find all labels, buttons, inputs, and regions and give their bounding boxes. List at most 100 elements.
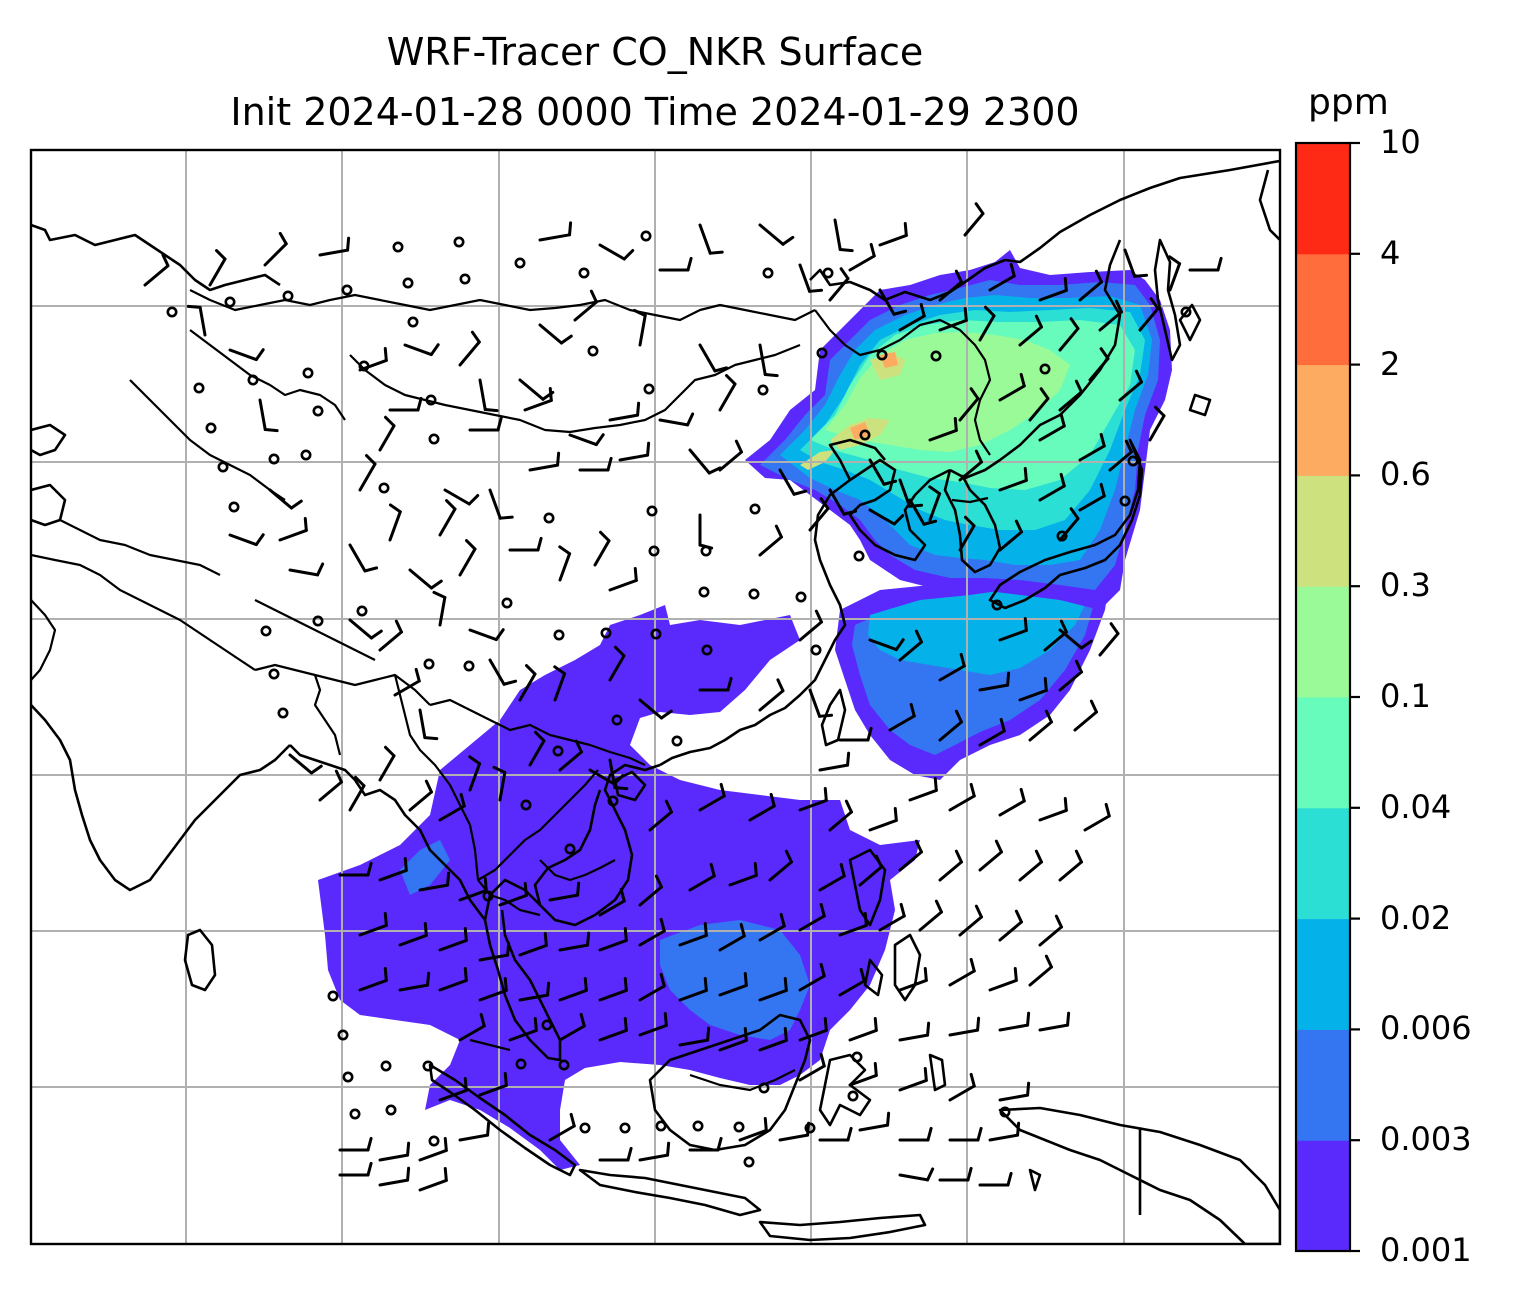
wind-barb bbox=[268, 488, 303, 510]
wind-barb bbox=[393, 667, 421, 697]
calm-wind-marker bbox=[930, 350, 942, 362]
co-concentration-field bbox=[318, 250, 1172, 1170]
wind-barb bbox=[528, 730, 546, 767]
calm-wind-marker bbox=[698, 586, 710, 598]
calm-wind-marker bbox=[648, 545, 660, 557]
wind-barb bbox=[938, 306, 968, 332]
calm-wind-marker bbox=[166, 306, 178, 318]
wind-barb bbox=[398, 921, 428, 947]
calm-wind-marker bbox=[342, 1071, 354, 1083]
calm-wind-marker bbox=[205, 422, 217, 434]
colorbar-band bbox=[1296, 1140, 1350, 1252]
wind-barb bbox=[898, 839, 923, 872]
wind-barb bbox=[378, 1141, 411, 1162]
wind-barb bbox=[998, 1081, 1031, 1102]
wind-barb bbox=[598, 887, 626, 917]
wind-barb bbox=[798, 1016, 828, 1042]
wind-barbs bbox=[143, 202, 1223, 1192]
calm-wind-marker bbox=[423, 658, 435, 670]
calm-wind-marker bbox=[358, 360, 370, 372]
wind-barb bbox=[938, 709, 963, 742]
wind-barb bbox=[778, 468, 808, 496]
wind-barb bbox=[538, 323, 573, 345]
wind-barb bbox=[828, 488, 858, 516]
calm-wind-marker bbox=[268, 453, 280, 465]
calm-wind-marker bbox=[282, 290, 294, 302]
wind-barb bbox=[1078, 269, 1103, 302]
calm-wind-marker bbox=[587, 345, 599, 357]
calm-wind-marker bbox=[428, 433, 440, 445]
wind-barb bbox=[978, 839, 1003, 872]
wind-barb bbox=[678, 1026, 711, 1047]
calm-wind-marker bbox=[579, 1122, 591, 1134]
calm-wind-marker bbox=[692, 1120, 704, 1132]
calm-wind-marker bbox=[795, 591, 807, 603]
wind-barb bbox=[838, 726, 873, 742]
wind-barb bbox=[808, 497, 830, 532]
wind-barb bbox=[408, 779, 433, 812]
calm-wind-marker bbox=[748, 588, 760, 600]
wind-barb bbox=[998, 466, 1028, 492]
colorbar-band bbox=[1296, 364, 1350, 476]
calm-wind-marker bbox=[553, 629, 565, 641]
wind-barb bbox=[648, 799, 673, 832]
wind-barb bbox=[573, 289, 598, 322]
colorbar bbox=[1294, 141, 1360, 1253]
wind-barb bbox=[488, 488, 514, 520]
wind-barb bbox=[963, 202, 985, 237]
wind-barb bbox=[548, 881, 581, 902]
wind-barb bbox=[438, 499, 457, 537]
wind-barb bbox=[1018, 676, 1048, 702]
wind-barb bbox=[958, 449, 983, 482]
colorbar-tick-label: 0.1 bbox=[1380, 677, 1431, 715]
wind-barb bbox=[998, 787, 1026, 817]
calm-wind-marker bbox=[1119, 495, 1131, 507]
wind-barb bbox=[348, 775, 366, 812]
calm-wind-marker bbox=[501, 597, 513, 609]
wind-barb bbox=[418, 871, 451, 892]
wind-barb bbox=[398, 971, 431, 992]
calm-wind-marker bbox=[999, 1106, 1011, 1118]
calm-wind-marker bbox=[425, 394, 437, 406]
wind-barb bbox=[408, 568, 443, 590]
calm-wind-marker bbox=[619, 1122, 631, 1134]
calm-wind-marker bbox=[422, 1060, 434, 1072]
wind-barb bbox=[718, 374, 737, 412]
calm-wind-marker bbox=[407, 316, 419, 328]
wind-barb bbox=[978, 305, 996, 342]
calm-wind-marker bbox=[349, 1108, 361, 1120]
wind-barb bbox=[958, 515, 976, 552]
wind-barb bbox=[578, 456, 613, 472]
wind-barb bbox=[988, 966, 1018, 992]
wind-barb bbox=[518, 981, 551, 1002]
wind-barb bbox=[868, 508, 905, 526]
calm-wind-marker bbox=[701, 644, 713, 656]
calm-wind-marker bbox=[268, 668, 280, 680]
calm-wind-marker bbox=[816, 347, 828, 359]
wind-barb bbox=[608, 758, 629, 791]
wind-barb bbox=[1148, 405, 1166, 442]
wind-barb bbox=[598, 243, 635, 261]
wind-barb bbox=[348, 618, 383, 640]
calm-wind-marker bbox=[312, 405, 324, 417]
wind-barb bbox=[338, 861, 373, 877]
calm-wind-marker bbox=[1039, 363, 1051, 375]
wind-barb bbox=[358, 346, 388, 372]
wind-barb bbox=[432, 590, 447, 627]
wind-barb bbox=[998, 616, 1028, 642]
wind-barb bbox=[878, 221, 908, 247]
wind-barb bbox=[438, 966, 468, 992]
calm-wind-marker bbox=[459, 273, 471, 285]
wind-barb bbox=[478, 378, 499, 413]
wind-barb bbox=[878, 288, 908, 316]
wind-barb bbox=[1188, 256, 1223, 272]
wind-barb bbox=[1098, 299, 1123, 332]
wind-barb bbox=[523, 386, 553, 412]
wind-barb bbox=[698, 343, 729, 373]
wind-barb bbox=[798, 609, 823, 642]
wind-barb bbox=[228, 533, 265, 547]
concentration-contour bbox=[800, 450, 835, 470]
wind-barb bbox=[468, 755, 482, 792]
wind-barb bbox=[1078, 482, 1106, 512]
